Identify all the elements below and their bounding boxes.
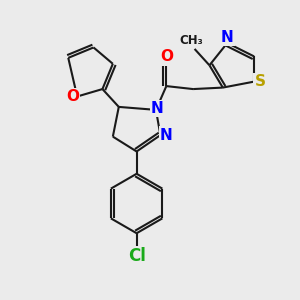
Text: O: O xyxy=(160,50,173,64)
Text: N: N xyxy=(151,101,164,116)
Text: N: N xyxy=(221,30,234,45)
Text: Cl: Cl xyxy=(128,247,146,265)
Text: S: S xyxy=(254,74,266,89)
Text: O: O xyxy=(66,89,79,104)
Text: N: N xyxy=(160,128,173,142)
Text: CH₃: CH₃ xyxy=(179,34,203,47)
